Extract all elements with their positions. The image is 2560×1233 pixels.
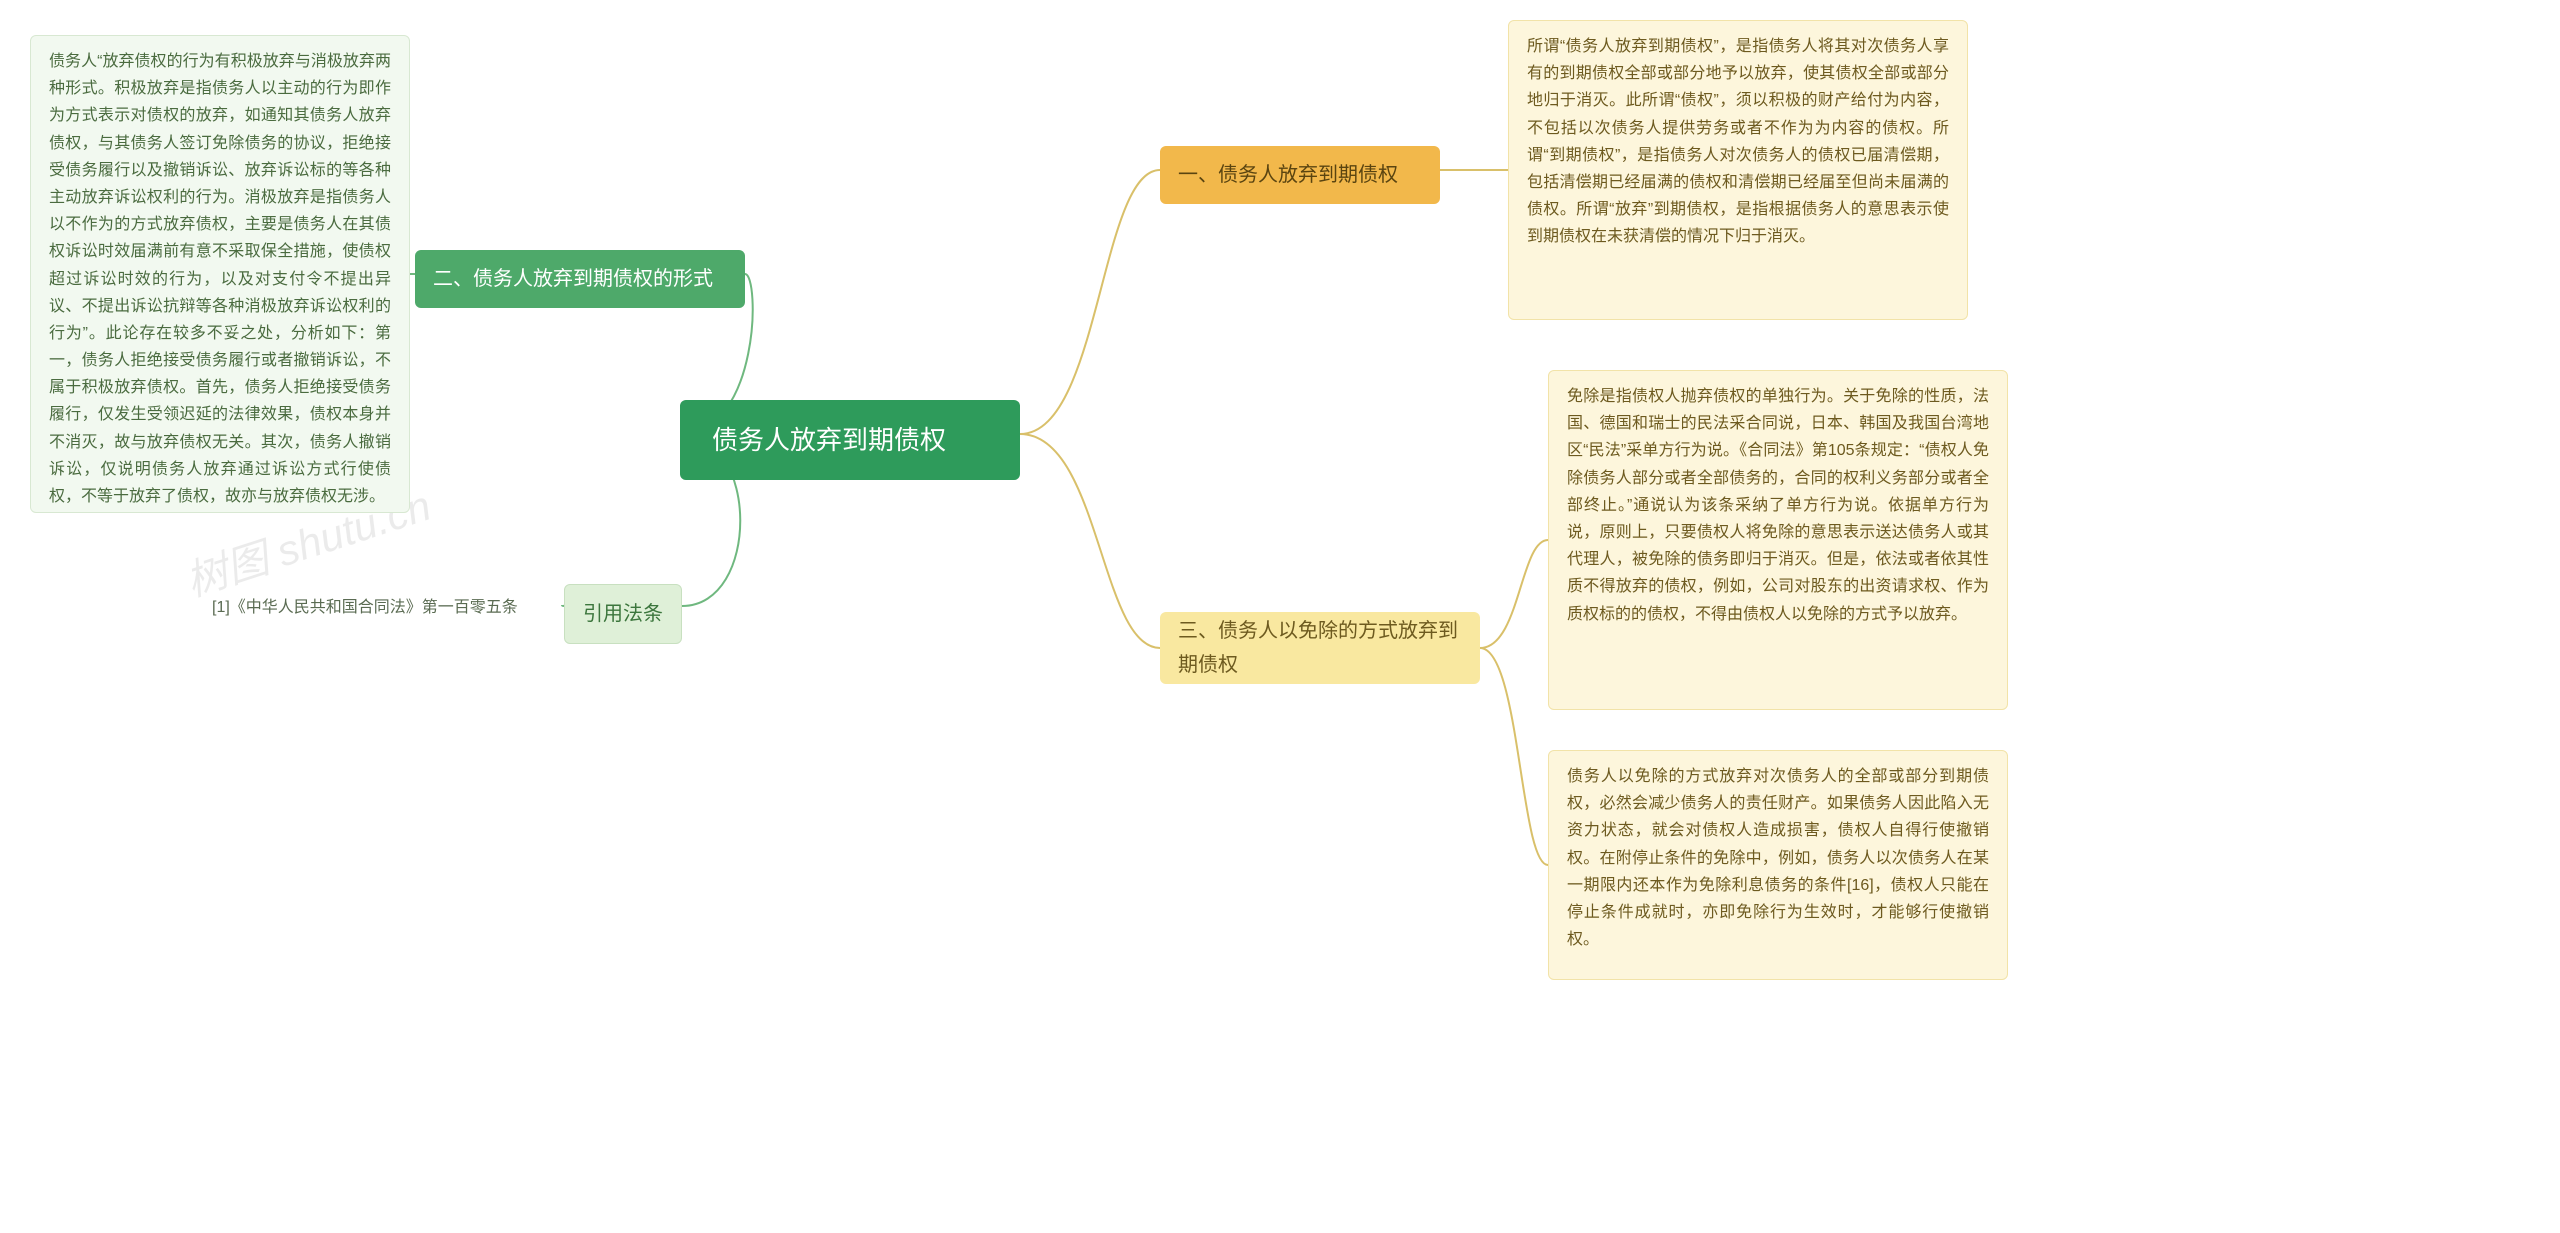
branch-4-leaf: [1]《中华人民共和国合同法》第一百零五条: [212, 590, 562, 625]
branch-1[interactable]: 一、债务人放弃到期债权: [1160, 146, 1440, 204]
root-label: 债务人放弃到期债权: [712, 418, 946, 462]
branch-4-label: 引用法条: [583, 597, 663, 631]
branch-3[interactable]: 三、债务人以免除的方式放弃到期债权: [1160, 612, 1480, 684]
branch-2-label: 二、债务人放弃到期债权的形式: [433, 262, 713, 296]
branch-3-leaf-2-text: 债务人以免除的方式放弃对次债务人的全部或部分到期债权，必然会减少债务人的责任财产…: [1567, 763, 1989, 953]
branch-3-leaf-1: 免除是指债权人抛弃债权的单独行为。关于免除的性质，法国、德国和瑞士的民法采合同说…: [1548, 370, 2008, 710]
branch-2-leaf: 债务人“放弃债权的行为有积极放弃与消极放弃两种形式。积极放弃是指债务人以主动的行…: [30, 35, 410, 513]
branch-3-leaf-1-text: 免除是指债权人抛弃债权的单独行为。关于免除的性质，法国、德国和瑞士的民法采合同说…: [1567, 383, 1989, 628]
branch-4[interactable]: 引用法条: [564, 584, 682, 644]
branch-4-leaf-text: [1]《中华人民共和国合同法》第一百零五条: [212, 594, 518, 621]
branch-2[interactable]: 二、债务人放弃到期债权的形式: [415, 250, 745, 308]
branch-3-label: 三、债务人以免除的方式放弃到期债权: [1178, 614, 1462, 682]
branch-1-leaf-text: 所谓“债务人放弃到期债权”，是指债务人将其对次债务人享有的到期债权全部或部分地予…: [1527, 33, 1949, 251]
branch-2-leaf-text: 债务人“放弃债权的行为有积极放弃与消极放弃两种形式。积极放弃是指债务人以主动的行…: [49, 48, 391, 510]
branch-1-leaf: 所谓“债务人放弃到期债权”，是指债务人将其对次债务人享有的到期债权全部或部分地予…: [1508, 20, 1968, 320]
branch-3-leaf-2: 债务人以免除的方式放弃对次债务人的全部或部分到期债权，必然会减少债务人的责任财产…: [1548, 750, 2008, 980]
root-node[interactable]: 债务人放弃到期债权: [680, 400, 1020, 480]
branch-1-label: 一、债务人放弃到期债权: [1178, 158, 1398, 192]
